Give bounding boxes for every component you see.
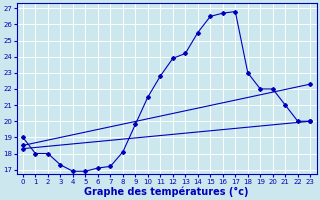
X-axis label: Graphe des températures (°c): Graphe des températures (°c) — [84, 186, 249, 197]
